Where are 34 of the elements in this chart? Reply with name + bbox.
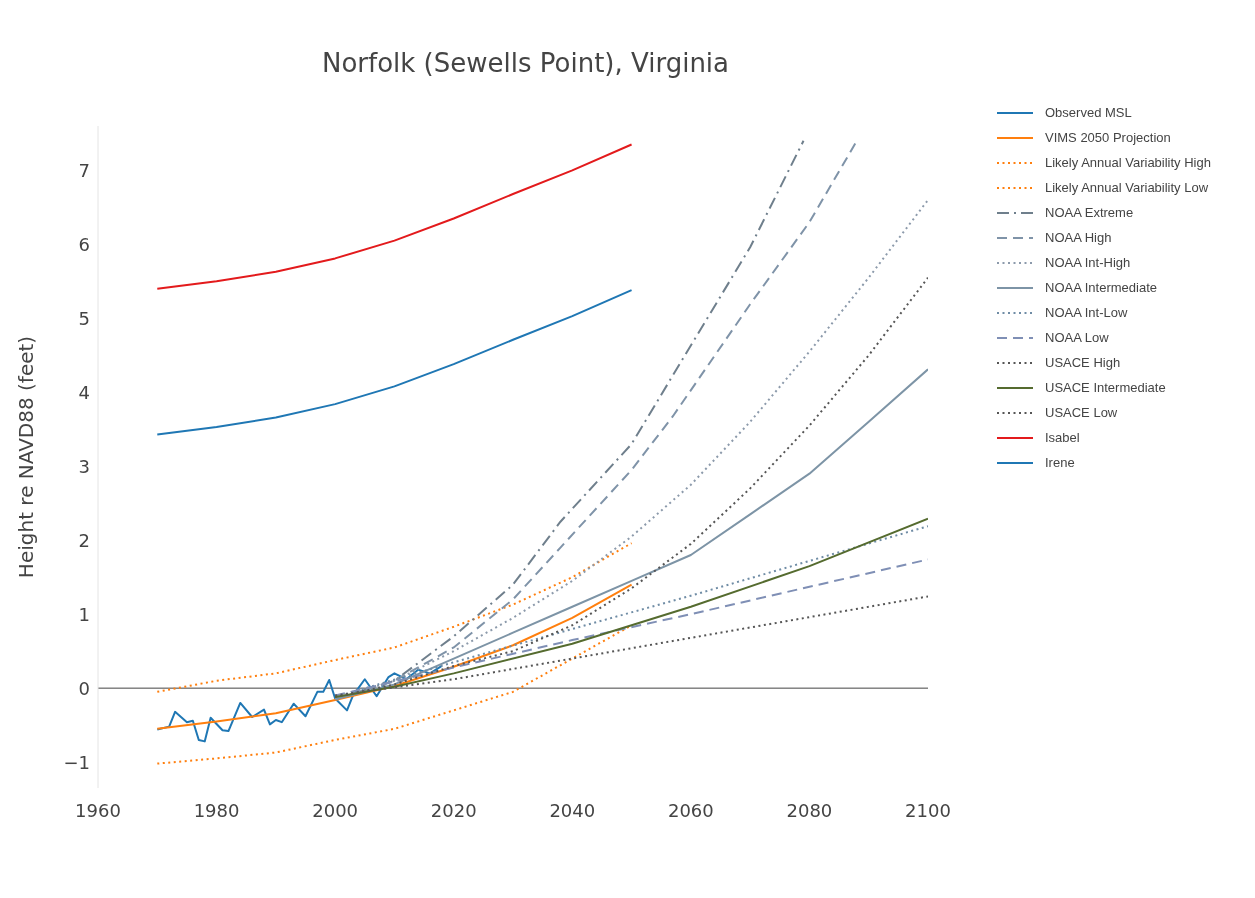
y-tick-label: 6 xyxy=(78,233,90,255)
x-tick-label: 2080 xyxy=(786,799,833,821)
x-tick-label: 2040 xyxy=(549,799,596,821)
x-tick-label: 2020 xyxy=(430,799,477,821)
legend-label: NOAA High xyxy=(1045,230,1112,245)
y-tick-label: 5 xyxy=(78,307,90,329)
y-tick-label: 1 xyxy=(78,603,90,625)
y-tick-label: 2 xyxy=(78,529,90,551)
y-tick-label: 3 xyxy=(78,455,90,477)
y-tick-label: −1 xyxy=(63,751,90,773)
legend-label: Irene xyxy=(1045,455,1075,470)
legend-label: Isabel xyxy=(1045,430,1080,445)
legend-label: VIMS 2050 Projection xyxy=(1045,130,1171,145)
x-tick-label: 2060 xyxy=(667,799,714,821)
legend-label: Likely Annual Variability High xyxy=(1045,155,1211,170)
y-tick-label: 4 xyxy=(78,381,90,403)
legend-label: Likely Annual Variability Low xyxy=(1045,180,1209,195)
x-tick-label: 1980 xyxy=(193,799,240,821)
y-axis-title: Height re NAVD88 (feet) xyxy=(14,335,39,579)
x-tick-label: 2100 xyxy=(905,799,951,821)
chart-title: Norfolk (Sewells Point), Virginia xyxy=(320,48,731,78)
y-tick-label: 0 xyxy=(78,677,90,699)
legend-label: USACE Low xyxy=(1045,405,1118,420)
legend-label: NOAA Int-Low xyxy=(1045,305,1128,320)
legend-label: Observed MSL xyxy=(1045,105,1132,120)
legend-label: NOAA Int-High xyxy=(1045,255,1131,270)
legend-label: USACE High xyxy=(1045,355,1121,370)
legend-label: NOAA Intermediate xyxy=(1045,280,1157,295)
x-tick-label: 2000 xyxy=(312,799,359,821)
legend-label: NOAA Low xyxy=(1045,330,1109,345)
legend-label: USACE Intermediate xyxy=(1045,380,1166,395)
x-tick-label: 1960 xyxy=(75,799,121,821)
y-tick-label: 7 xyxy=(78,159,90,181)
legend-label: NOAA Extreme xyxy=(1045,205,1134,220)
